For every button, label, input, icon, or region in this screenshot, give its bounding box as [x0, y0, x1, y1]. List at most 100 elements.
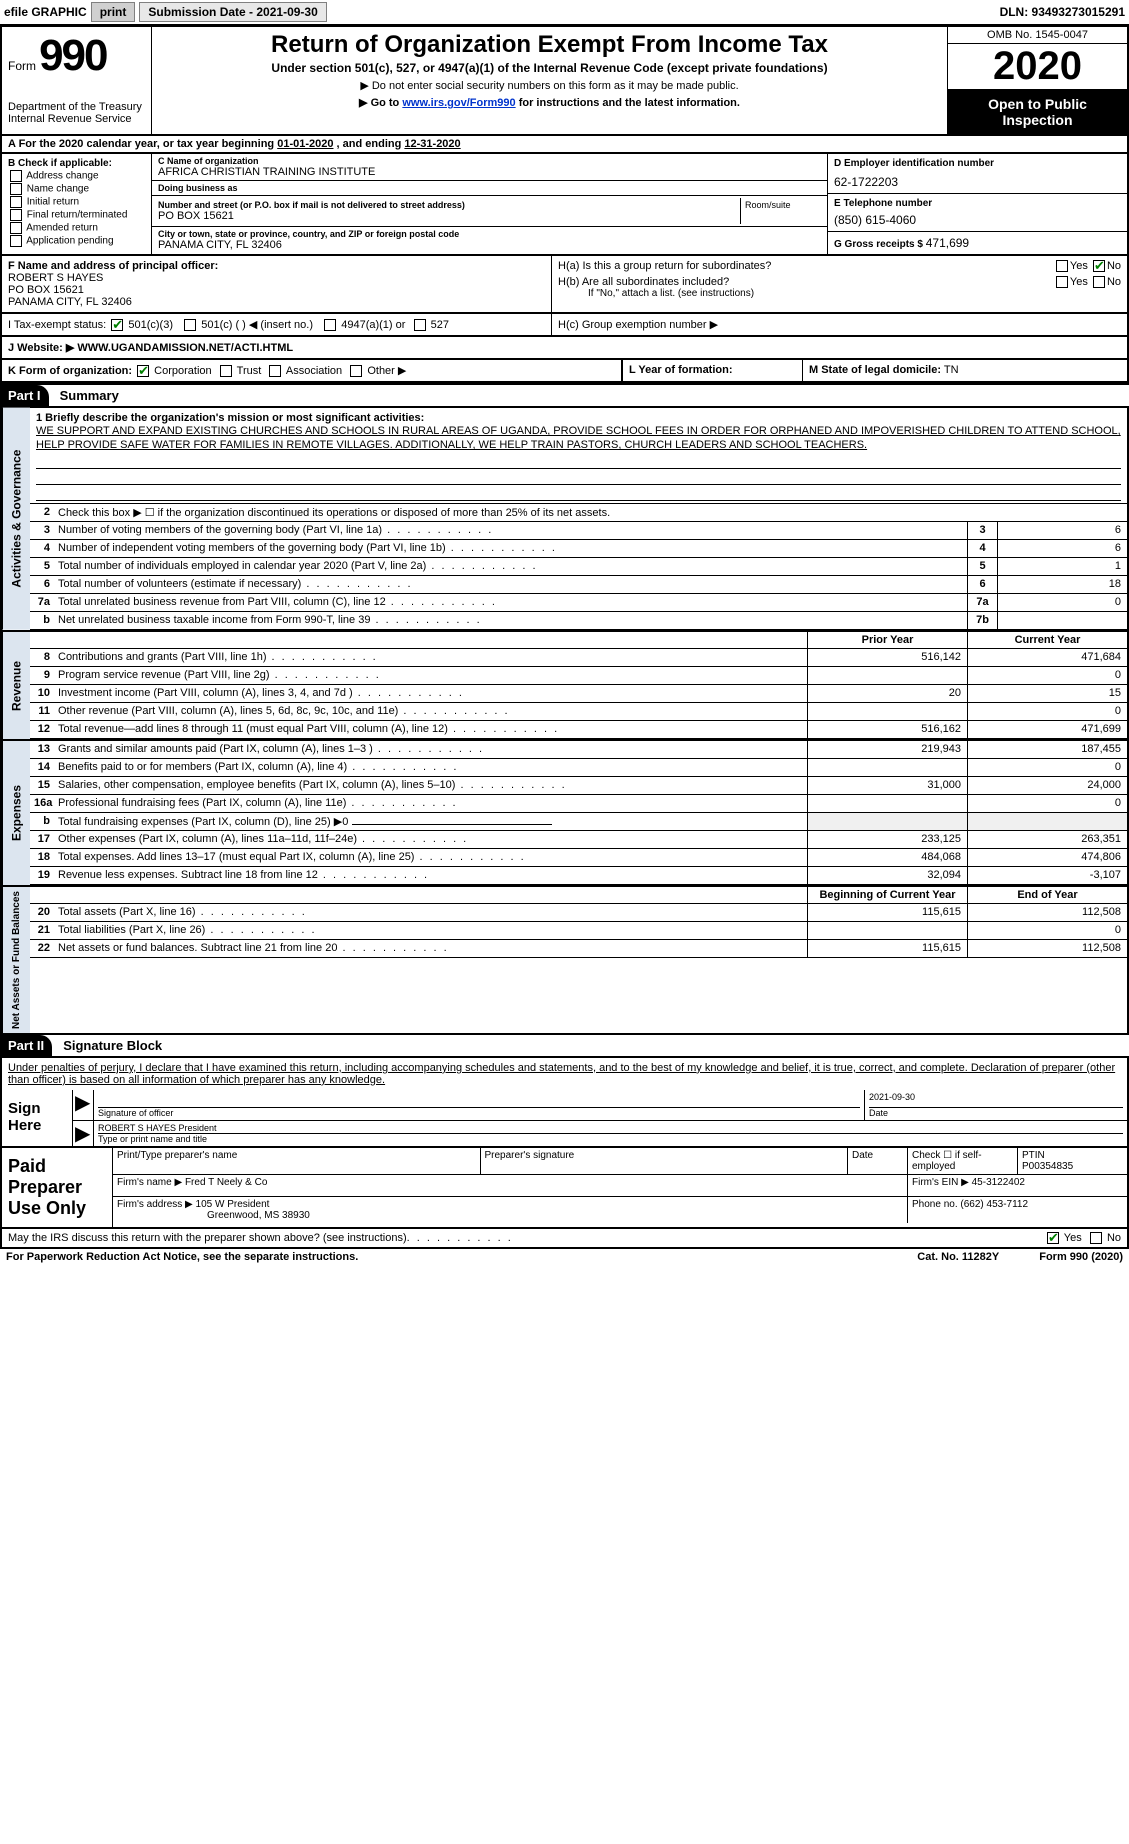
form-note-1: ▶ Do not enter social security numbers o…	[160, 79, 939, 92]
perjury-declaration: Under penalties of perjury, I declare th…	[2, 1058, 1127, 1090]
header-right: OMB No. 1545-0047 2020 Open to Public In…	[947, 27, 1127, 134]
name-arrow-icon: ▶	[73, 1121, 93, 1146]
expense-line-16a: 16a Professional fundraising fees (Part …	[30, 795, 1127, 813]
tax-period-row: A For the 2020 calendar year, or tax yea…	[0, 136, 1129, 154]
side-netassets: Net Assets or Fund Balances	[2, 887, 30, 1033]
dept-label: Department of the Treasury	[8, 101, 145, 113]
form-ref: Form 990 (2020)	[1039, 1251, 1123, 1263]
firm-addr1: 105 W President	[196, 1199, 270, 1210]
chk-address-change[interactable]: Address change	[8, 170, 145, 182]
expense-line-13: 13 Grants and similar amounts paid (Part…	[30, 741, 1127, 759]
firm-phone: (662) 453-7112	[960, 1199, 1028, 1210]
print-button[interactable]: print	[91, 2, 136, 22]
netassets-section: Net Assets or Fund Balances Beginning of…	[0, 887, 1129, 1035]
ptin-value: P00354835	[1022, 1161, 1123, 1172]
gov-line-4: 4 Number of independent voting members o…	[30, 540, 1127, 558]
top-bar: efile GRAPHIC print Submission Date - 20…	[0, 0, 1129, 25]
entity-info-grid: B Check if applicable: Address change Na…	[0, 154, 1129, 256]
submission-date: Submission Date - 2021-09-30	[139, 2, 326, 22]
officer-street: PO BOX 15621	[8, 284, 545, 296]
header-center: Return of Organization Exempt From Incom…	[152, 27, 947, 134]
revenue-section: Revenue Prior Year Current Year 8 Contri…	[0, 632, 1129, 741]
org-name: AFRICA CHRISTIAN TRAINING INSTITUTE	[158, 166, 821, 178]
ha-yes-no[interactable]: Yes No	[1054, 260, 1121, 272]
gov-line-b: b Net unrelated business taxable income …	[30, 612, 1127, 630]
chk-name-change[interactable]: Name change	[8, 183, 145, 195]
chk-527[interactable]	[414, 319, 426, 331]
chk-assoc[interactable]	[269, 365, 281, 377]
tax-year: 2020	[948, 44, 1127, 90]
period-begin: 01-01-2020	[277, 138, 333, 150]
form990-link[interactable]: www.irs.gov/Form990	[402, 97, 515, 109]
website-value: WWW.UGANDAMISSION.NET/ACTI.HTML	[77, 342, 293, 354]
expenses-section: Expenses 13 Grants and similar amounts p…	[0, 741, 1129, 887]
gov-line-6: 6 Total number of volunteers (estimate i…	[30, 576, 1127, 594]
activities-governance-section: Activities & Governance 1 Briefly descri…	[0, 408, 1129, 632]
form-header: Form 990 Department of the Treasury Inte…	[0, 25, 1129, 136]
chk-final-return[interactable]: Final return/terminated	[8, 209, 145, 221]
gov-line-5: 5 Total number of individuals employed i…	[30, 558, 1127, 576]
expense-line-15: 15 Salaries, other compensation, employe…	[30, 777, 1127, 795]
expense-line-18: 18 Total expenses. Add lines 13–17 (must…	[30, 849, 1127, 867]
period-end: 12-31-2020	[404, 138, 460, 150]
omb-number: OMB No. 1545-0047	[948, 27, 1127, 44]
sign-here-label: Sign Here	[2, 1090, 72, 1146]
state-domicile: TN	[944, 364, 959, 376]
expense-line-14: 14 Benefits paid to or for members (Part…	[30, 759, 1127, 777]
page-footer: For Paperwork Reduction Act Notice, see …	[0, 1249, 1129, 1265]
room-suite-label: Room/suite	[741, 198, 821, 224]
netassets-line-22: 22 Net assets or fund balances. Subtract…	[30, 940, 1127, 958]
box-k: K Form of organization: Corporation Trus…	[2, 360, 622, 381]
side-expenses: Expenses	[2, 741, 30, 885]
box-f: F Name and address of principal officer:…	[2, 256, 552, 312]
chk-501c3[interactable]	[111, 319, 123, 331]
firm-addr2: Greenwood, MS 38930	[207, 1210, 903, 1221]
dln-label: DLN: 93493273015291	[1000, 5, 1125, 19]
cat-no: Cat. No. 11282Y	[917, 1251, 999, 1263]
website-row: J Website: ▶ WWW.UGANDAMISSION.NET/ACTI.…	[0, 337, 1129, 360]
chk-initial-return[interactable]: Initial return	[8, 196, 145, 208]
revenue-line-9: 9 Program service revenue (Part VIII, li…	[30, 667, 1127, 685]
chk-trust[interactable]	[220, 365, 232, 377]
header-left: Form 990 Department of the Treasury Inte…	[2, 27, 152, 134]
gross-receipts: 471,699	[926, 236, 969, 250]
chk-other[interactable]	[350, 365, 362, 377]
street-address: PO BOX 15621	[158, 210, 740, 222]
netassets-line-21: 21 Total liabilities (Part X, line 26) 0	[30, 922, 1127, 940]
chk-corp[interactable]	[137, 365, 149, 377]
box-l: L Year of formation:	[622, 360, 802, 381]
city-state-zip: PANAMA CITY, FL 32406	[158, 239, 821, 251]
telephone-value: (850) 615-4060	[834, 213, 1121, 227]
chk-501c[interactable]	[184, 319, 196, 331]
discuss-yes-no[interactable]: Yes No	[1045, 1232, 1121, 1244]
gov-line-7a: 7a Total unrelated business revenue from…	[30, 594, 1127, 612]
revenue-line-10: 10 Investment income (Part VIII, column …	[30, 685, 1127, 703]
box-hc: H(c) Group exemption number ▶	[552, 314, 1127, 335]
chk-amended[interactable]: Amended return	[8, 222, 145, 234]
ein-value: 62-1722203	[834, 175, 1121, 189]
box-b: B Check if applicable: Address change Na…	[2, 154, 152, 254]
revenue-line-8: 8 Contributions and grants (Part VIII, l…	[30, 649, 1127, 667]
chk-4947[interactable]	[324, 319, 336, 331]
hb-yes-no[interactable]: Yes No	[1054, 276, 1121, 288]
firm-ein: 45-3122402	[972, 1177, 1025, 1188]
signature-block: Under penalties of perjury, I declare th…	[0, 1058, 1129, 1148]
revenue-col-headers: Prior Year Current Year	[30, 632, 1127, 649]
discuss-row: May the IRS discuss this return with the…	[0, 1229, 1129, 1249]
efile-label: efile GRAPHIC	[4, 5, 87, 19]
box-h: H(a) Is this a group return for subordin…	[552, 256, 1127, 312]
form-note-2: ▶ Go to www.irs.gov/Form990 for instruct…	[160, 96, 939, 109]
box-m: M State of legal domicile: TN	[802, 360, 1127, 381]
side-revenue: Revenue	[2, 632, 30, 739]
open-to-public: Open to Public Inspection	[948, 90, 1127, 134]
gov-line-3: 3 Number of voting members of the govern…	[30, 522, 1127, 540]
form-number: 990	[39, 31, 106, 80]
paid-preparer-label: Paid Preparer Use Only	[2, 1148, 112, 1227]
chk-app-pending[interactable]: Application pending	[8, 235, 145, 247]
right-info-col: D Employer identification number 62-1722…	[827, 154, 1127, 254]
revenue-line-12: 12 Total revenue—add lines 8 through 11 …	[30, 721, 1127, 739]
officer-city: PANAMA CITY, FL 32406	[8, 296, 545, 308]
officer-group-row: F Name and address of principal officer:…	[0, 256, 1129, 314]
self-employed-check[interactable]: Check ☐ if self-employed	[907, 1148, 1017, 1174]
mission-block: 1 Briefly describe the organization's mi…	[30, 408, 1127, 503]
